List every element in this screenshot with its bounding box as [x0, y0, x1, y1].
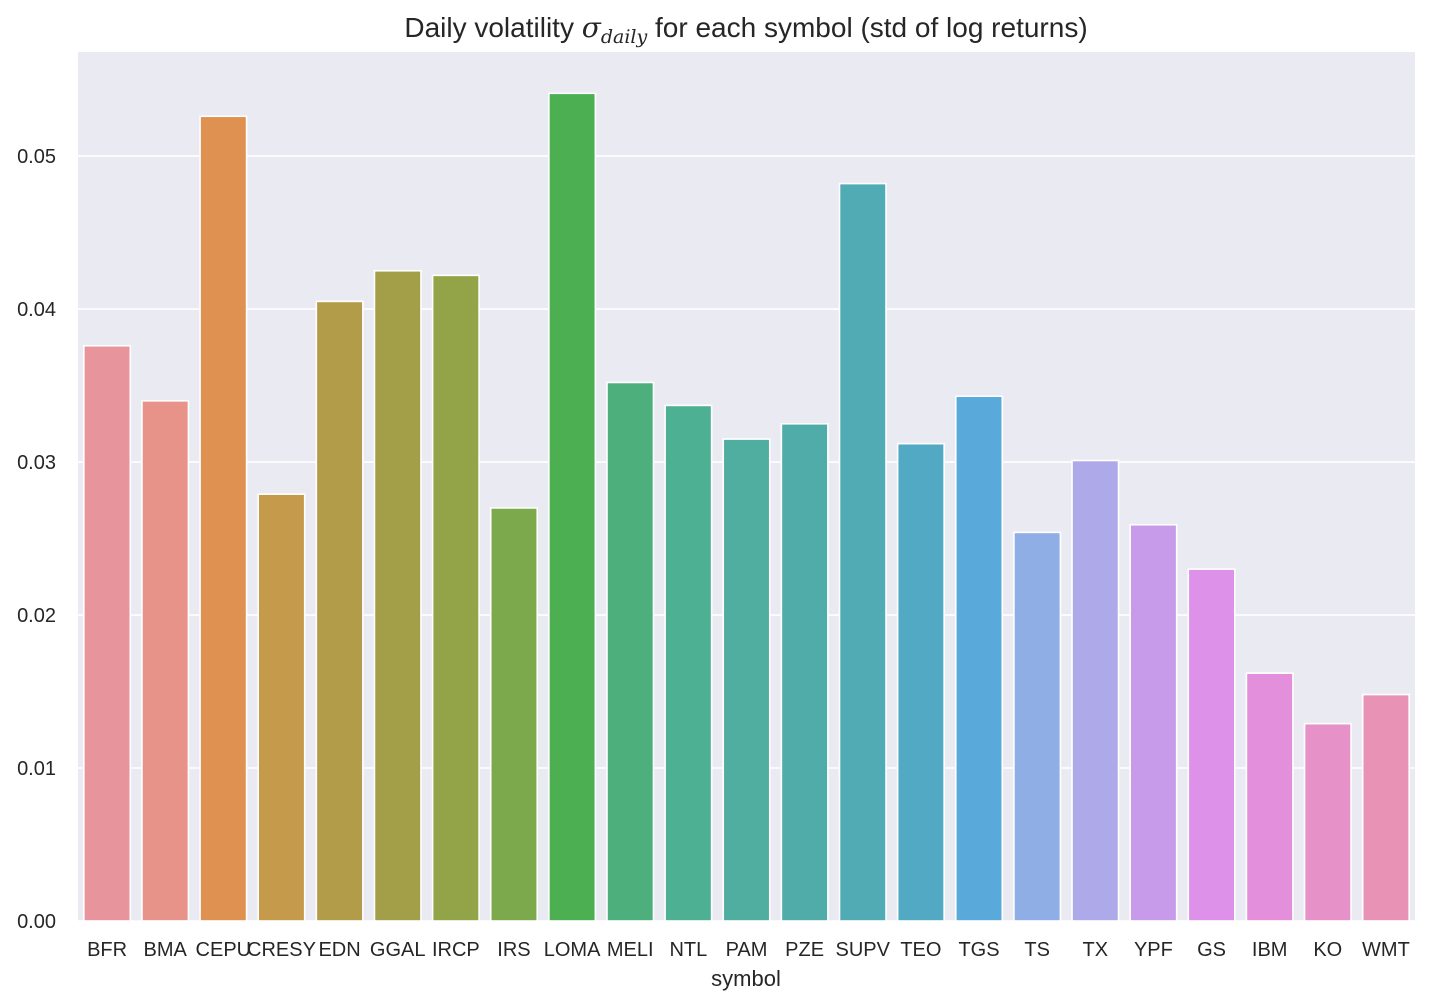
bar-tx — [1071, 459, 1120, 922]
x-tick-label: IBM — [1252, 939, 1288, 961]
y-tick-label: 0.05 — [17, 146, 56, 168]
bar-loma — [548, 92, 597, 922]
y-tick-label: 0.04 — [17, 299, 56, 321]
x-tick-label: IRS — [497, 939, 530, 961]
x-tick-label: IRCP — [432, 939, 480, 961]
bar-ibm — [1245, 672, 1294, 922]
bar-pze — [780, 422, 829, 922]
y-tick-label: 0.00 — [17, 911, 56, 933]
x-tick-label: PAM — [726, 939, 768, 961]
x-tick-label: TS — [1024, 939, 1050, 961]
bars — [83, 92, 1410, 922]
x-axis-label: symbol — [711, 966, 781, 991]
x-tick-label: EDN — [318, 939, 360, 961]
x-tick-label: CEPU — [196, 939, 252, 961]
bar-meli — [606, 381, 655, 922]
bar-teo — [896, 442, 945, 922]
bar-ggal — [373, 269, 422, 922]
x-tick-label: KO — [1313, 939, 1342, 961]
bar-pam — [722, 438, 771, 922]
bar-irs — [489, 507, 539, 922]
bar-cresy — [257, 493, 306, 922]
x-tick-label: YPF — [1134, 939, 1173, 961]
bar-bma — [141, 400, 190, 922]
x-tick-label: BMA — [144, 939, 188, 961]
bar-tgs — [954, 395, 1004, 922]
x-tick-label: CRESY — [247, 939, 316, 961]
bar-ko — [1303, 722, 1352, 922]
x-tick-label: PZE — [785, 939, 824, 961]
x-tick-label: MELI — [607, 939, 654, 961]
y-tick-labels: 0.00 0.01 0.02 0.03 0.04 0.05 — [17, 146, 56, 933]
bar-ntl — [664, 404, 713, 922]
x-tick-label: WMT — [1362, 939, 1410, 961]
bar-gs — [1187, 568, 1236, 922]
y-tick-label: 0.01 — [17, 758, 56, 780]
x-tick-label: LOMA — [544, 939, 601, 961]
x-tick-label: GGAL — [370, 939, 426, 961]
x-tick-label: TEO — [900, 939, 941, 961]
bar-ts — [1013, 531, 1062, 922]
bar-edn — [315, 300, 364, 922]
bar-ircp — [431, 274, 480, 922]
bar-supv — [838, 182, 887, 922]
y-tick-label: 0.02 — [17, 605, 56, 627]
y-tick-label: 0.03 — [17, 452, 56, 474]
x-tick-label: SUPV — [836, 939, 891, 961]
chart-title: Daily volatility σdaily for each symbol … — [404, 11, 1087, 48]
x-tick-label: BFR — [87, 939, 127, 961]
bar-ypf — [1129, 523, 1178, 922]
x-tick-label: TX — [1083, 939, 1109, 961]
x-tick-label: NTL — [669, 939, 707, 961]
bar-cepu — [199, 115, 248, 922]
bar-wmt — [1361, 693, 1410, 922]
x-tick-label: GS — [1197, 939, 1226, 961]
x-tick-label: TGS — [958, 939, 999, 961]
bar-bfr — [83, 344, 132, 922]
